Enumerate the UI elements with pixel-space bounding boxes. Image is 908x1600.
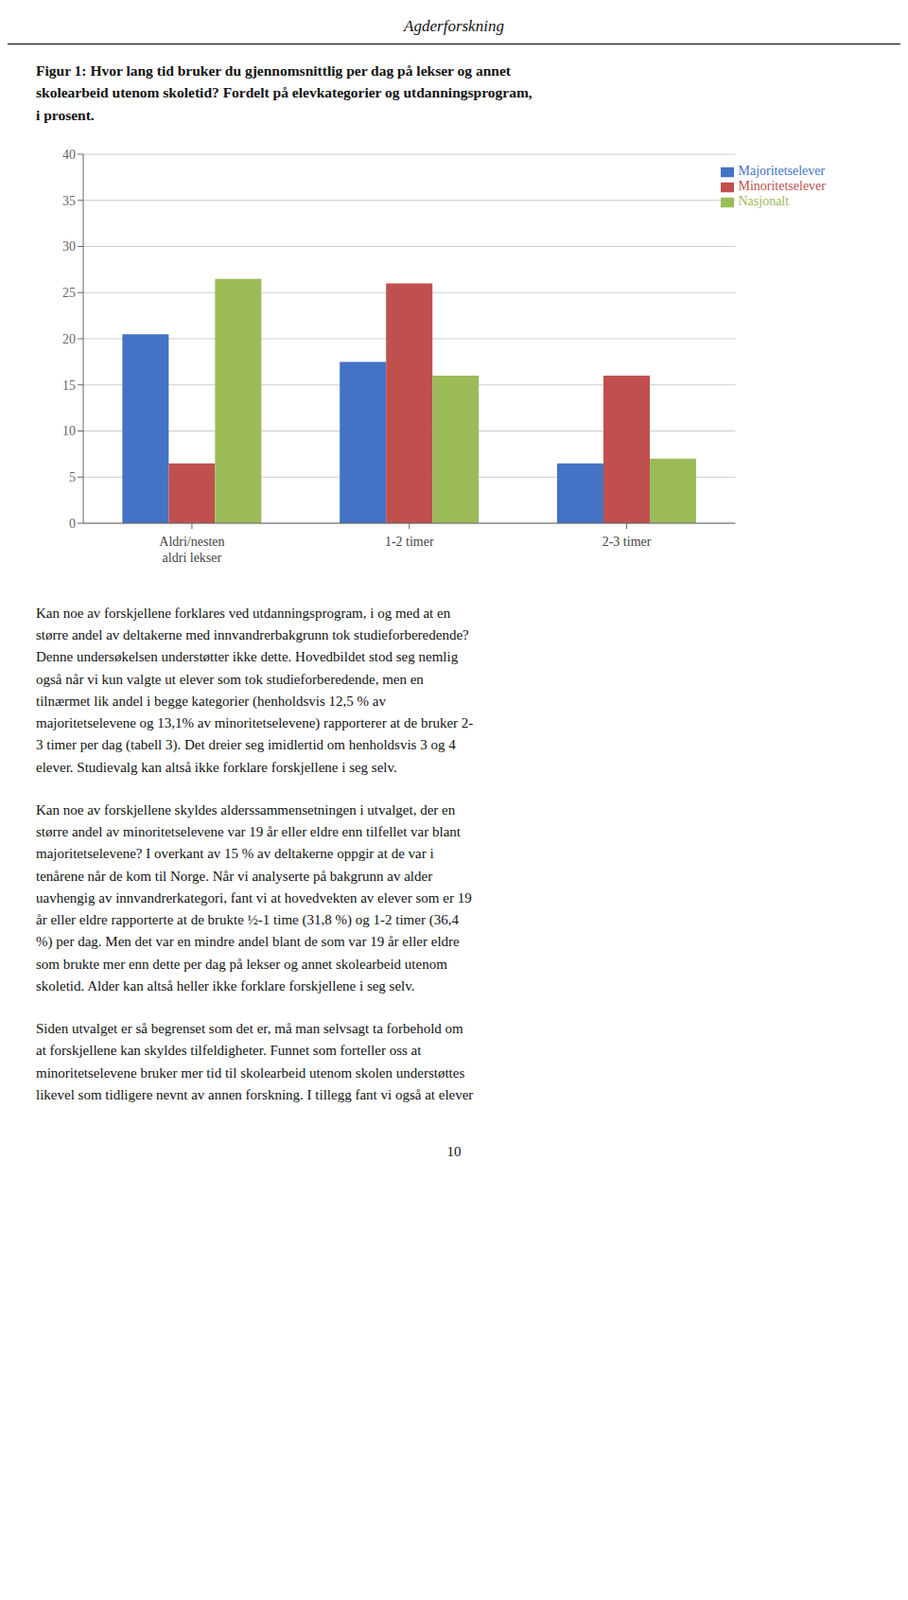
svg-text:35: 35	[62, 192, 76, 208]
html-text:Agderforskning: Agderforskning	[403, 17, 505, 35]
svg-text:25: 25	[62, 285, 76, 300]
svg-text:Aldri/nestenaldri lekser: Aldri/nestenaldri lekser	[158, 534, 225, 565]
html-text:10: 10	[446, 1143, 462, 1159]
svg-text:15: 15	[62, 377, 76, 392]
svg-text:1-2 timer: 1-2 timer	[384, 534, 435, 549]
svg-text:0: 0	[69, 516, 76, 531]
svg-text:5: 5	[69, 470, 76, 485]
svg-text:30: 30	[62, 239, 76, 254]
html-text:Minoritetselever: Minoritetselever	[738, 178, 826, 193]
svg-text:2-3 timer: 2-3 timer	[602, 534, 652, 549]
html-text:Siden utvalget er så begrenset: Siden utvalget er så begrenset som det e…	[35, 1020, 474, 1102]
html-text:Nasjonalt: Nasjonalt	[738, 193, 789, 208]
html-text:Majoritetselever: Majoritetselever	[738, 163, 825, 178]
svg-text:10: 10	[62, 423, 76, 438]
html-text:Kan noe av forskjellene skylde: Kan noe av forskjellene skyldes alderssa…	[35, 801, 472, 993]
html-text:Kan noe av forskjellene forkla: Kan noe av forskjellene forklares ved ut…	[35, 605, 474, 775]
html-text:Figur 1: Hvor lang tid bruker: Figur 1: Hvor lang tid bruker du gjennom…	[35, 62, 533, 123]
svg-text:40: 40	[62, 147, 76, 162]
svg-text:20: 20	[62, 331, 76, 347]
